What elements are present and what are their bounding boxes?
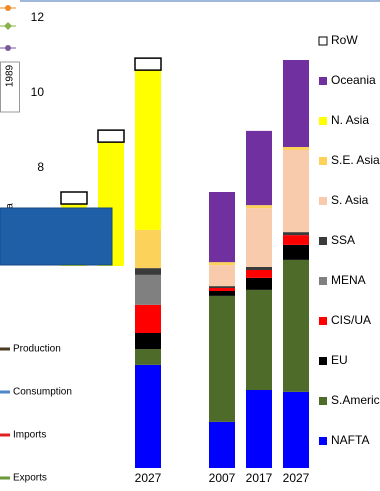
side-legend-label: Imports: [13, 430, 46, 441]
legend-swatch: [319, 397, 327, 405]
marker: [4, 22, 12, 30]
legend-label: NAFTA: [331, 433, 369, 447]
bar-segment: [283, 147, 309, 150]
legend-label: S.E. Asia: [331, 153, 380, 167]
y-tick-label: 12: [31, 10, 45, 24]
bar-segment: [246, 289, 272, 390]
bar-segment: [246, 267, 272, 270]
bar-segment: [246, 130, 272, 206]
bar-segment: [209, 288, 235, 291]
legend-label: S. Asia: [331, 193, 369, 207]
bar-segment: [283, 60, 309, 147]
legend-label: MENA: [331, 273, 366, 287]
bar-segment: [135, 364, 161, 468]
marker: [5, 5, 11, 11]
legend-swatch: [319, 77, 327, 85]
bar-segment: [283, 391, 309, 468]
bar-segment: [135, 304, 161, 333]
legend-swatch: [319, 197, 327, 205]
bar-segment: [135, 274, 161, 305]
bar-segment: [209, 192, 235, 263]
side-legend-label: Consumption: [13, 387, 72, 398]
y-tick-label: 10: [31, 85, 45, 99]
x-tick-label: 2027: [135, 471, 162, 485]
bar-segment: [135, 70, 161, 230]
bar-segment: [283, 235, 309, 245]
legend-label: RoW: [331, 33, 358, 47]
bar-segment: [209, 262, 235, 266]
legend-swatch: [319, 317, 327, 325]
bar-segment: [283, 150, 309, 233]
bar-segment: [283, 259, 309, 392]
bar-segment: [135, 333, 161, 350]
legend-swatch: [319, 357, 327, 365]
legend-swatch: [319, 237, 327, 245]
bar-segment: [97, 129, 125, 143]
legend-swatch: [319, 437, 327, 445]
bar-segment: [246, 390, 272, 468]
side-legend-label: Production: [13, 344, 61, 355]
side-panel: [0, 266, 124, 491]
legend-label: Oceania: [331, 73, 376, 87]
legend-label: N. Asia: [331, 113, 369, 127]
bar-segment: [246, 270, 272, 278]
bar-segment: [209, 286, 235, 288]
marker: [5, 45, 11, 51]
legend-label: SSA: [331, 233, 355, 247]
bar-segment: [135, 349, 161, 365]
legend-label: CIS/UA: [331, 313, 371, 327]
bar-segment: [246, 208, 272, 267]
bar-segment: [135, 268, 161, 275]
fragment: a: [5, 203, 16, 209]
legend-label: S.Americ: [331, 393, 380, 407]
side-label: 1989: [5, 64, 16, 87]
side-legend-label: Exports: [13, 473, 47, 484]
bar-segment: [60, 191, 88, 205]
legend-label: EU: [331, 353, 348, 367]
bar-segment: [246, 205, 272, 209]
x-tick-label: 2017: [246, 471, 273, 485]
bar-segment: [209, 291, 235, 296]
bar-segment: [134, 57, 162, 71]
legend-swatch: [319, 277, 327, 285]
legend-swatch: [318, 36, 328, 46]
y-tick-label: 8: [37, 160, 44, 174]
x-tick-label: 2007: [209, 471, 236, 485]
bar-segment: [246, 277, 272, 290]
bar-segment: [209, 295, 235, 422]
legend-swatch: [319, 157, 327, 165]
bar-segment: [283, 232, 309, 236]
side-box: [0, 61, 20, 113]
bar-segment: [135, 229, 161, 269]
bar-segment: [283, 244, 309, 260]
blue-panel: [0, 207, 113, 266]
legend-swatch: [319, 117, 327, 125]
overlay: 1989 a Production Consumption Imports Expor…: [0, 5, 124, 491]
x-tick-label: 2027: [283, 471, 310, 485]
bar-segment: [209, 421, 235, 468]
bar-segment: [209, 265, 235, 287]
